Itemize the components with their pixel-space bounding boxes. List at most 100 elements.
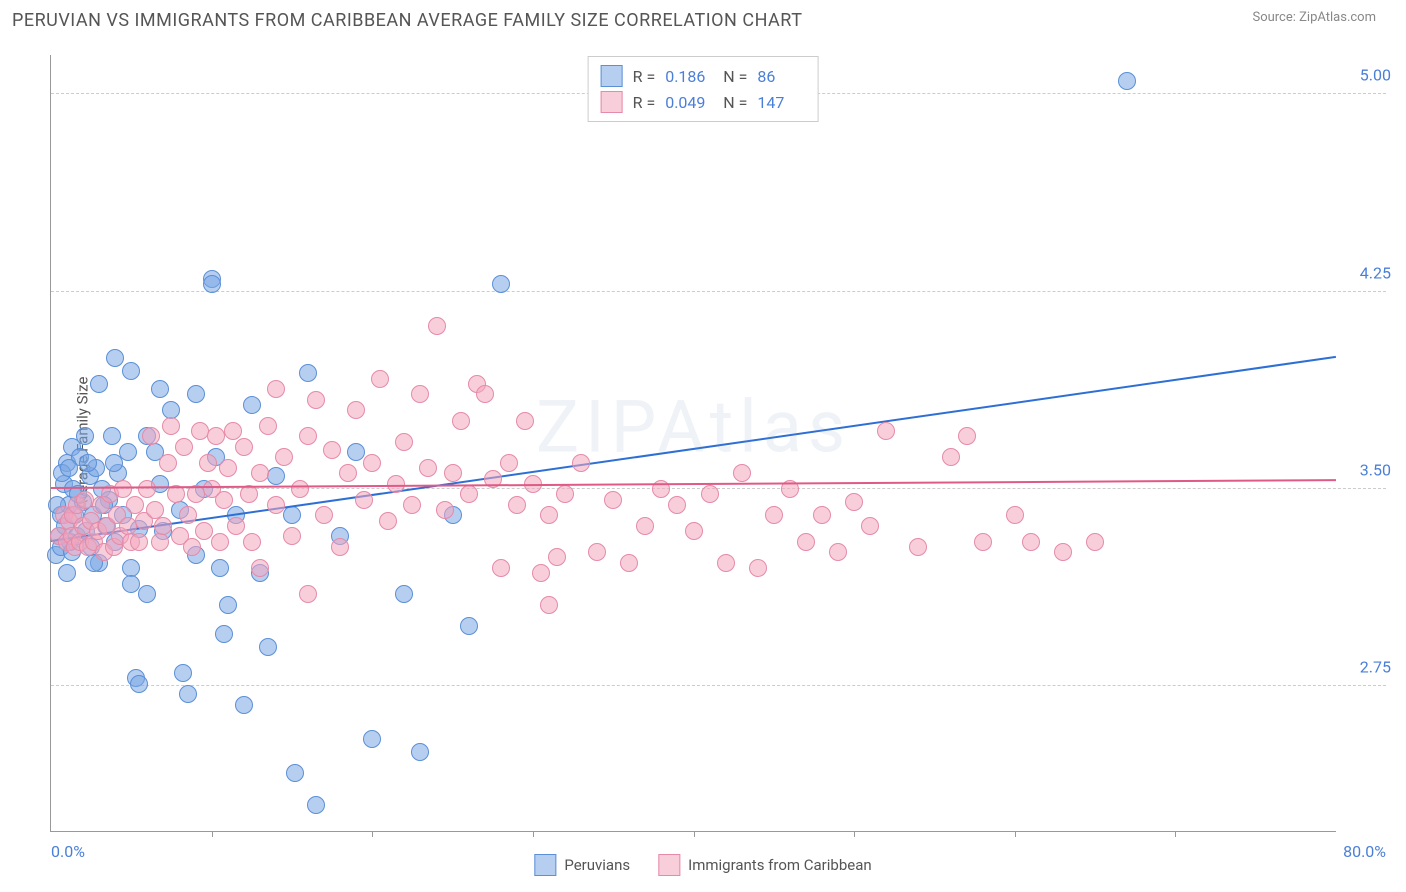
- scatter-point: [90, 375, 108, 393]
- scatter-point: [548, 548, 566, 566]
- scatter-point: [122, 575, 140, 593]
- scatter-point: [371, 370, 389, 388]
- legend-swatch: [601, 65, 623, 87]
- scatter-point: [299, 585, 317, 603]
- scatter-point: [286, 764, 304, 782]
- scatter-point: [765, 506, 783, 524]
- scatter-point: [219, 459, 237, 477]
- scatter-point: [347, 443, 365, 461]
- scatter-point: [138, 585, 156, 603]
- legend-swatch: [534, 854, 556, 876]
- scatter-point: [323, 441, 341, 459]
- scatter-point: [749, 559, 767, 577]
- scatter-point: [331, 538, 349, 556]
- legend-item: Peruvians: [534, 854, 630, 876]
- scatter-point: [299, 427, 317, 445]
- scatter-point: [114, 480, 132, 498]
- scatter-point: [419, 459, 437, 477]
- scatter-point: [203, 275, 221, 293]
- scatter-point: [974, 533, 992, 551]
- scatter-point: [516, 412, 534, 430]
- scatter-point: [428, 317, 446, 335]
- stat-n-label: N =: [723, 93, 747, 112]
- scatter-point: [363, 454, 381, 472]
- scatter-point: [347, 401, 365, 419]
- scatter-point: [540, 506, 558, 524]
- x-tick: [854, 831, 855, 837]
- scatter-point: [235, 438, 253, 456]
- stats-legend-box: R =0.186N =86R =0.049N =147: [588, 56, 819, 122]
- scatter-point: [701, 485, 719, 503]
- y-tick-label: 5.00: [1360, 66, 1391, 85]
- scatter-point: [259, 417, 277, 435]
- scatter-point: [251, 559, 269, 577]
- scatter-point: [154, 517, 172, 535]
- scatter-point: [942, 448, 960, 466]
- scatter-point: [733, 464, 751, 482]
- scatter-point: [315, 506, 333, 524]
- scatter-point: [283, 506, 301, 524]
- scatter-point: [179, 506, 197, 524]
- scatter-point: [243, 396, 261, 414]
- scatter-point: [211, 533, 229, 551]
- scatter-point: [283, 527, 301, 545]
- stat-n-value: 147: [757, 93, 805, 112]
- scatter-point: [267, 467, 285, 485]
- y-tick-label: 3.50: [1360, 461, 1391, 480]
- scatter-point: [307, 796, 325, 814]
- y-tick-label: 4.25: [1360, 263, 1391, 282]
- scatter-point: [105, 454, 123, 472]
- scatter-point: [243, 533, 261, 551]
- scatter-point: [299, 364, 317, 382]
- x-tick: [533, 831, 534, 837]
- legend-label: Peruvians: [564, 856, 630, 874]
- bottom-legend: PeruviansImmigrants from Caribbean: [534, 854, 871, 876]
- scatter-point: [259, 638, 277, 656]
- stat-r-label: R =: [633, 93, 656, 112]
- y-tick-label: 2.75: [1360, 658, 1391, 677]
- legend-swatch: [601, 91, 623, 113]
- scatter-point: [215, 491, 233, 509]
- x-axis-max-label: 80.0%: [1343, 842, 1386, 861]
- x-tick: [212, 831, 213, 837]
- chart-plot-area: Average Family Size ZIPAtlas 0.0% 80.0% …: [50, 55, 1336, 832]
- scatter-point: [195, 522, 213, 540]
- scatter-point: [395, 433, 413, 451]
- stat-r-value: 0.186: [665, 67, 713, 86]
- scatter-point: [187, 385, 205, 403]
- scatter-point: [476, 385, 494, 403]
- scatter-point: [540, 596, 558, 614]
- scatter-point: [60, 459, 78, 477]
- scatter-point: [411, 385, 429, 403]
- scatter-point: [685, 522, 703, 540]
- y-gridline: [51, 685, 1386, 686]
- scatter-point: [307, 391, 325, 409]
- stat-r-value: 0.049: [665, 93, 713, 112]
- scatter-point: [1054, 543, 1072, 561]
- scatter-point: [411, 743, 429, 761]
- scatter-point: [492, 275, 510, 293]
- stat-n-label: N =: [723, 67, 747, 86]
- stats-row: R =0.186N =86: [601, 63, 806, 89]
- stats-row: R = 0.049 N = 147: [601, 89, 806, 115]
- source-label: Source: ZipAtlas.com: [1252, 10, 1376, 25]
- scatter-point: [235, 696, 253, 714]
- scatter-point: [387, 475, 405, 493]
- scatter-point: [211, 559, 229, 577]
- scatter-point: [845, 493, 863, 511]
- scatter-point: [532, 564, 550, 582]
- scatter-point: [130, 533, 148, 551]
- scatter-point: [106, 349, 124, 367]
- scatter-point: [1086, 533, 1104, 551]
- scatter-point: [58, 564, 76, 582]
- scatter-point: [604, 491, 622, 509]
- scatter-point: [492, 559, 510, 577]
- scatter-point: [556, 485, 574, 503]
- scatter-point: [267, 496, 285, 514]
- scatter-point: [355, 491, 373, 509]
- scatter-point: [717, 554, 735, 572]
- scatter-point: [130, 675, 148, 693]
- scatter-point: [813, 506, 831, 524]
- scatter-point: [395, 585, 413, 603]
- scatter-point: [179, 685, 197, 703]
